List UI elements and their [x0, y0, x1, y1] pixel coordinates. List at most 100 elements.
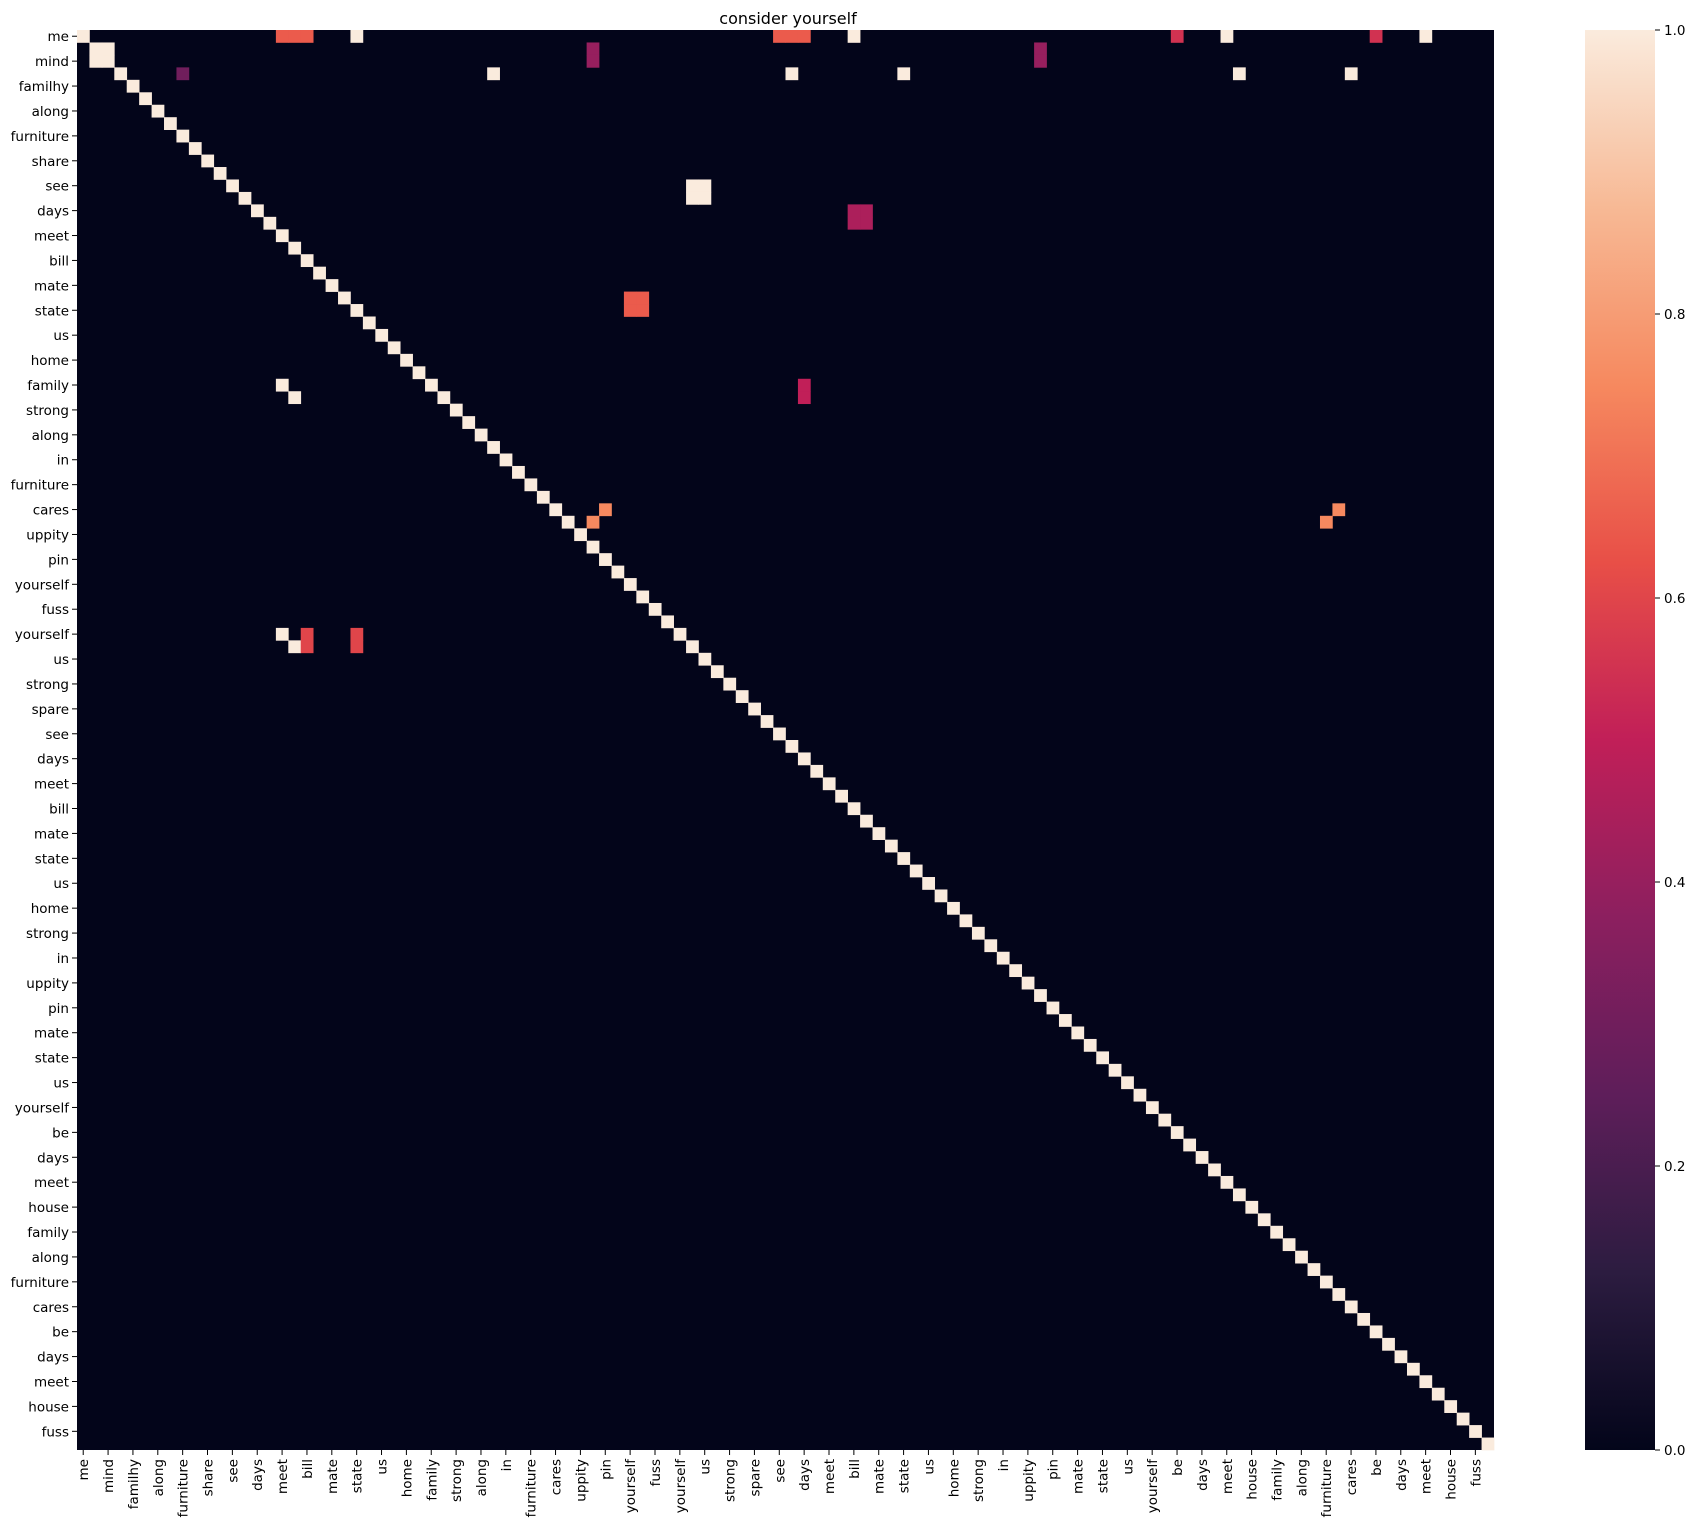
- heatmap-cell: [1121, 1076, 1134, 1090]
- y-tick-label: mate: [34, 1026, 69, 1042]
- heatmap-cell: [487, 441, 500, 454]
- heatmap-cell: [661, 615, 674, 629]
- y-tick-label: share: [32, 154, 69, 170]
- y-tick-label: furniture: [11, 1275, 69, 1291]
- y-tick-label: meet: [34, 1374, 69, 1390]
- x-tick-label: mate: [1071, 1459, 1087, 1494]
- x-tick-label: along: [151, 1459, 167, 1496]
- x-tick-label: family: [424, 1459, 440, 1501]
- heatmap-cell: [1332, 503, 1346, 517]
- heatmap-cell: [698, 191, 712, 205]
- heatmap-cell: [1295, 1250, 1308, 1264]
- heatmap-cell: [1282, 1238, 1296, 1252]
- y-tick-label: mind: [35, 54, 69, 70]
- heatmap-cell: [710, 665, 724, 679]
- x-tick-label: spare: [747, 1459, 763, 1496]
- y-tick-label: state: [35, 303, 69, 319]
- heatmap-cell: [77, 30, 90, 43]
- heatmap-cell: [139, 92, 152, 106]
- heatmap-cell: [1232, 67, 1246, 81]
- heatmap-cell: [474, 428, 488, 442]
- heatmap-cell: [1133, 1088, 1147, 1102]
- heatmap-cell: [549, 503, 563, 517]
- x-tick-label: state: [350, 1459, 366, 1493]
- heatmap-cell: [338, 291, 351, 305]
- heatmap-cell: [201, 154, 215, 168]
- heatmap-cell: [101, 42, 115, 56]
- heatmap-cell: [773, 30, 786, 43]
- heatmap-cell: [959, 914, 973, 928]
- heatmap-cell: [1319, 515, 1333, 529]
- heatmap-cell: [1183, 1138, 1197, 1152]
- heatmap-cell: [1108, 1063, 1122, 1077]
- heatmap-cell: [835, 789, 848, 803]
- heatmap-cell: [425, 378, 438, 392]
- x-tick-label: pin: [1046, 1459, 1062, 1480]
- y-tick-label: be: [52, 1125, 69, 1141]
- heatmap-cell: [1307, 1263, 1321, 1276]
- heatmap-cell: [114, 67, 128, 81]
- x-tick-label: fuss: [1468, 1459, 1484, 1486]
- y-tick-label: meet: [34, 229, 69, 245]
- x-tick-label: cares: [549, 1459, 565, 1495]
- x-tick-label: cares: [1344, 1459, 1360, 1495]
- heatmap-cell: [860, 204, 873, 218]
- colorbar-tick-label: 1.0: [1664, 23, 1685, 39]
- heatmap-cell: [300, 254, 314, 268]
- heatmap-cell: [847, 216, 861, 230]
- heatmap-cell: [797, 30, 811, 43]
- y-tick-label: cares: [33, 1300, 69, 1316]
- heatmap-cell: [586, 515, 600, 529]
- heatmap-cell: [1444, 1400, 1458, 1413]
- heatmap-cell: [847, 30, 861, 43]
- y-tick-label: mate: [34, 278, 69, 294]
- y-tick-label: home: [31, 353, 69, 369]
- x-tick-label: be: [1170, 1459, 1186, 1476]
- y-tick-label: along: [32, 1250, 69, 1266]
- heatmap-cell: [437, 391, 451, 405]
- heatmap-cell: [300, 627, 314, 641]
- heatmap-cell: [785, 67, 799, 81]
- y-tick-label: furniture: [11, 129, 69, 145]
- x-tick-label: us: [1120, 1459, 1136, 1475]
- heatmap-cell: [773, 727, 786, 741]
- heatmap-cell: [623, 578, 637, 591]
- heatmap-cell: [698, 652, 712, 666]
- x-tick-label: days: [1394, 1459, 1410, 1491]
- heatmap-cell: [897, 852, 911, 865]
- heatmap-cell: [226, 179, 239, 193]
- heatmap-cell: [847, 204, 861, 218]
- x-tick-label: meet: [1419, 1459, 1435, 1494]
- heatmap-cell: [735, 690, 749, 703]
- heatmap-cell: [599, 503, 612, 517]
- y-tick-label: days: [37, 752, 69, 768]
- y-tick-label: furniture: [11, 478, 69, 494]
- heatmap-cell: [176, 129, 190, 143]
- heatmap-cell: [1419, 30, 1433, 43]
- y-tick-label: yourself: [15, 577, 70, 593]
- heatmap-cell: [1220, 30, 1234, 43]
- heatmap-cell: [922, 877, 936, 890]
- x-axis: me mind familhy along furniture share see days m…: [76, 1450, 1484, 1517]
- y-tick-label: mate: [34, 826, 69, 842]
- x-tick-label: bill: [300, 1459, 316, 1479]
- x-tick-label: meet: [1220, 1459, 1236, 1494]
- heatmap-cell: [288, 640, 302, 654]
- y-tick-label: us: [53, 652, 69, 668]
- x-tick-label: share: [201, 1459, 217, 1496]
- heatmap-cell: [1058, 1014, 1072, 1027]
- heatmap-cell: [1270, 1225, 1284, 1239]
- heatmap-cell: [561, 515, 575, 529]
- heatmap-cell: [785, 740, 799, 753]
- heatmap-cell: [1158, 1113, 1172, 1127]
- heatmap-cell: [599, 553, 612, 566]
- heatmap-cell: [934, 889, 948, 903]
- heatmap-cell: [1232, 1188, 1246, 1202]
- heatmap-cell: [288, 241, 302, 255]
- y-tick-label: familhy: [19, 79, 69, 95]
- heatmap-cell: [822, 777, 836, 791]
- heatmap-cell: [1208, 1163, 1221, 1177]
- x-tick-label: uppity: [1021, 1459, 1037, 1502]
- heatmap-cell: [1021, 976, 1035, 990]
